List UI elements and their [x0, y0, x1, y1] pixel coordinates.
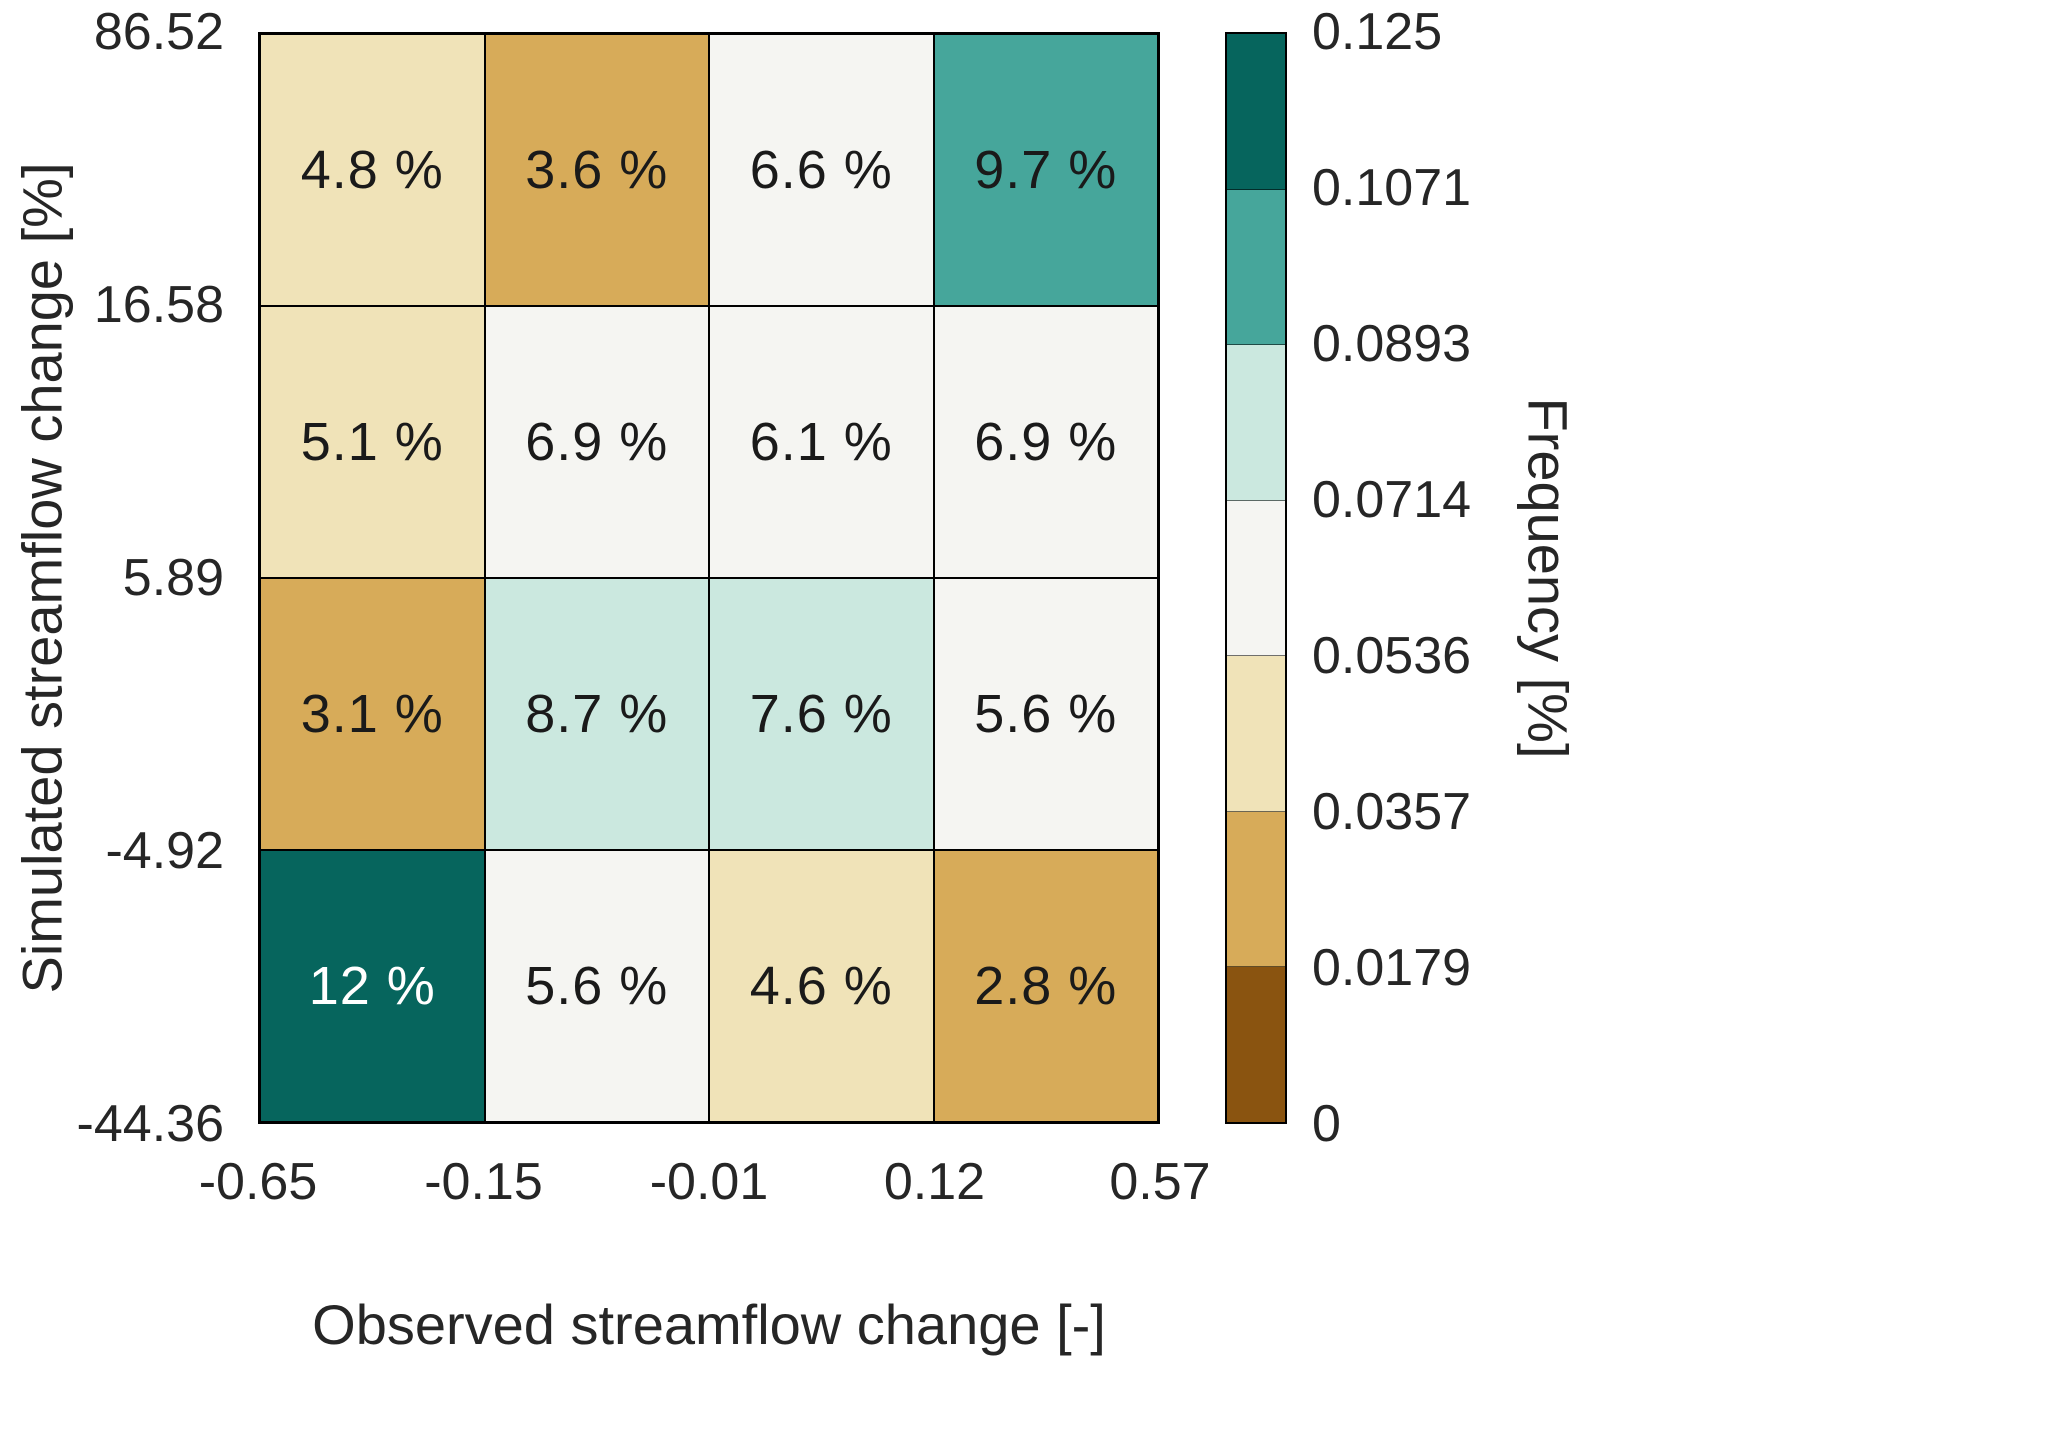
- heatmap-cell: 4.8 %: [260, 34, 485, 306]
- x-axis-ticks: -0.65 -0.15 -0.01 0.12 0.57: [199, 1152, 1211, 1222]
- y-tick-label: 16.58: [93, 276, 224, 334]
- heatmap-cell: 4.6 %: [709, 850, 934, 1122]
- heatmap-cell: 3.6 %: [484, 34, 709, 306]
- y-tick-label: -4.92: [105, 822, 224, 880]
- colorbar-tick-label: 0.1071: [1312, 159, 1472, 217]
- heatmap-cell: 6.6 %: [709, 34, 934, 306]
- heatmap-cell: 5.6 %: [933, 578, 1158, 850]
- x-tick-label: -0.01: [649, 1153, 769, 1211]
- heatmap-cell: 6.9 %: [484, 306, 709, 578]
- colorbar-tick-label: 0: [1312, 1095, 1341, 1153]
- heatmap-cell: 2.8 %: [933, 850, 1158, 1122]
- heatmap-cell: 12 %: [260, 850, 485, 1122]
- y-tick-label: 86.52: [93, 3, 224, 61]
- y-tick-label: 5.89: [122, 549, 224, 607]
- colorbar-ticks: 0.125 0.1071 0.0893 0.0714 0.0536 0.0357 0.017…: [1312, 3, 1552, 1153]
- colorbar-segment: [1227, 967, 1285, 1123]
- colorbar-segment: [1227, 811, 1285, 968]
- heatmap-cell: 9.7 %: [933, 34, 1158, 306]
- heatmap-cell: 5.1 %: [260, 306, 485, 578]
- x-axis-title: Observed streamflow change [-]: [312, 1293, 1106, 1356]
- colorbar-segment: [1227, 656, 1285, 812]
- colorbar-segment: [1227, 34, 1285, 190]
- heatmap-cell: 3.1 %: [260, 578, 485, 850]
- heatmap-cell: 6.9 %: [933, 306, 1158, 578]
- colorbar-tick-label: 0.0893: [1312, 315, 1472, 373]
- heatmap-cell: 8.7 %: [484, 578, 709, 850]
- y-axis-ticks: 86.52 16.58 5.89 -4.92 -44.36: [0, 3, 240, 1153]
- colorbar-tick-label: 0.0536: [1312, 627, 1472, 685]
- colorbar-tick-label: 0.0179: [1312, 939, 1472, 997]
- colorbar-tick-label: 0.0357: [1312, 783, 1472, 841]
- colorbar-tick-label: 0.0714: [1312, 471, 1472, 529]
- x-tick-label: 0.12: [883, 1153, 986, 1211]
- colorbar-segment: [1227, 189, 1285, 346]
- colorbar-tick-label: 0.125: [1312, 3, 1443, 61]
- y-tick-label: -44.36: [76, 1095, 224, 1153]
- heatmap-cell: 5.6 %: [484, 850, 709, 1122]
- colorbar-segment: [1227, 345, 1285, 501]
- x-tick-label: -0.65: [198, 1153, 318, 1211]
- colorbar: [1225, 32, 1287, 1124]
- colorbar-title: Frequency [%]: [1516, 397, 1580, 759]
- x-tick-label: -0.15: [424, 1153, 543, 1211]
- colorbar-segment: [1227, 500, 1285, 657]
- heatmap-cell: 7.6 %: [709, 578, 934, 850]
- x-tick-label: 0.57: [1109, 1153, 1211, 1211]
- heatmap-cell: 6.1 %: [709, 306, 934, 578]
- heatmap-grid: 4.8 % 3.6 % 6.6 % 9.7 % 5.1 % 6.9 % 6.1 % 6.9 %…: [258, 32, 1160, 1124]
